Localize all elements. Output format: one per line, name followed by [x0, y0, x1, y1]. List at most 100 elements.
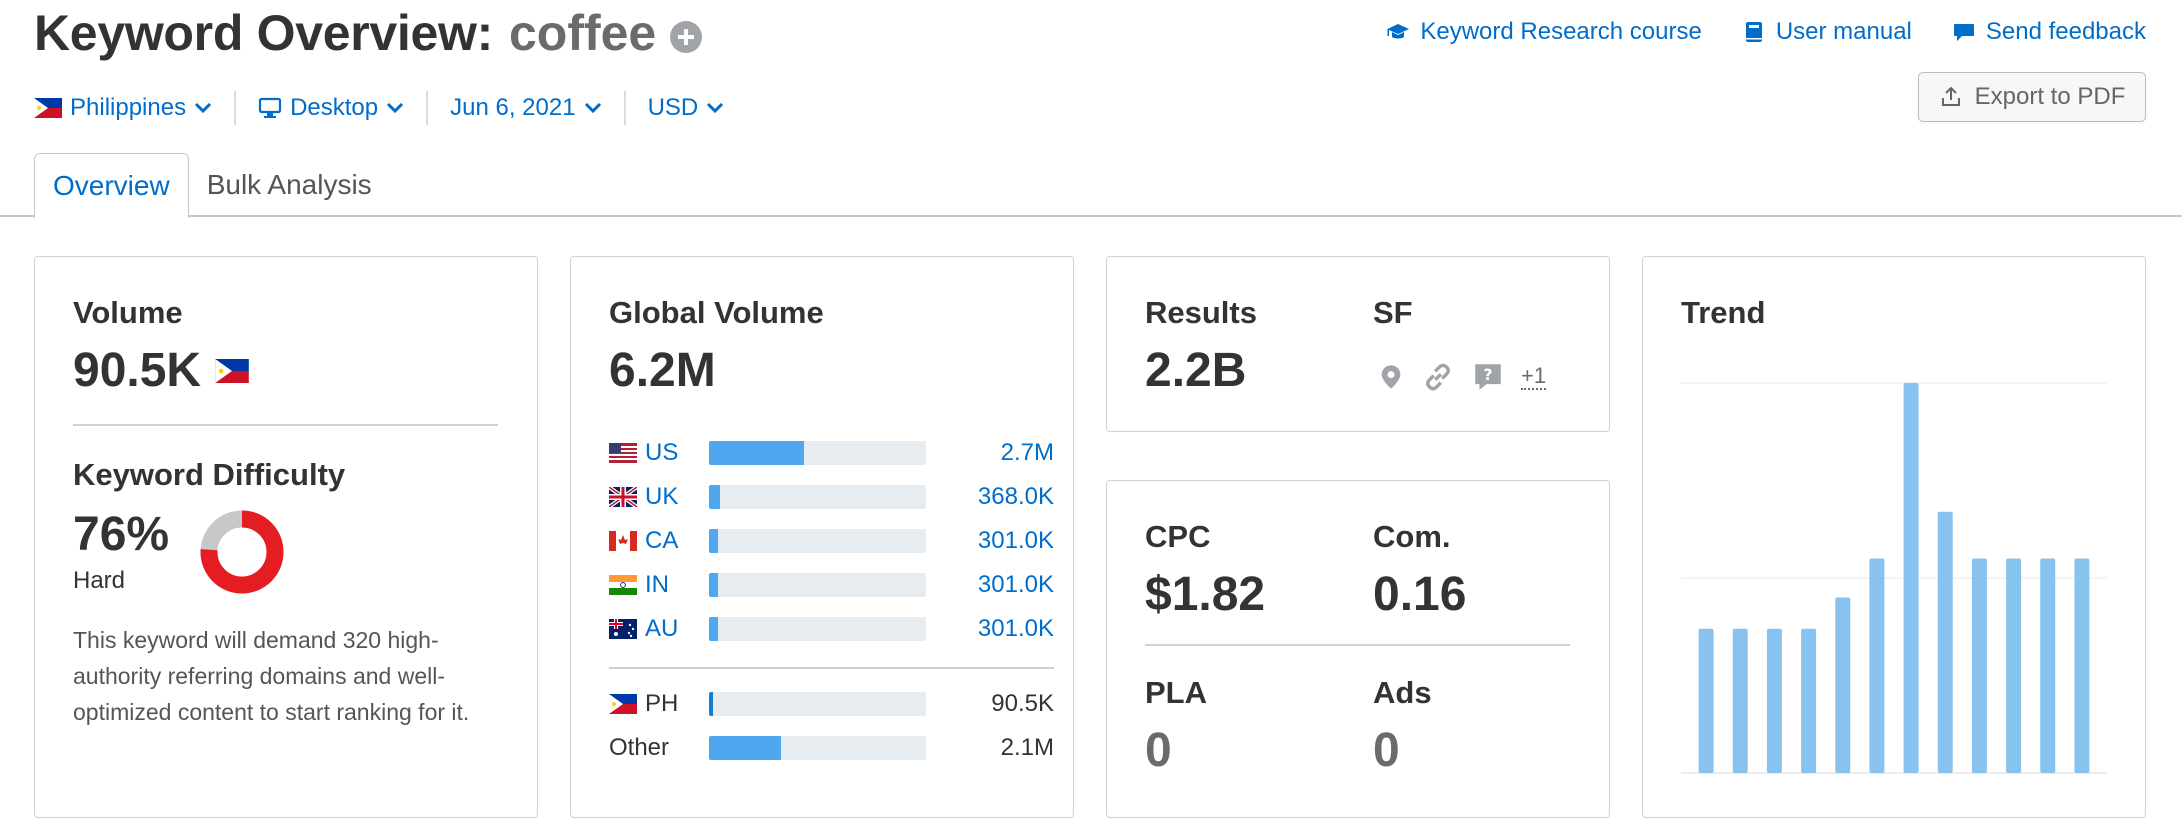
filter-divider: [426, 91, 429, 125]
gv-country: CA: [609, 527, 709, 555]
trend-bar[interactable]: [1835, 597, 1851, 774]
gv-value: 301.0K: [977, 571, 1054, 598]
com-value: 0.16: [1373, 568, 1467, 621]
trend-bar[interactable]: [1766, 628, 1782, 773]
filter-bar: Philippines Desktop Jun 6, 2021 USD: [34, 90, 746, 126]
gv-country: US: [609, 439, 709, 467]
trend-bar[interactable]: [2040, 558, 2056, 774]
au-flag-icon: [609, 619, 637, 639]
gv-country: UK: [609, 483, 709, 511]
ph-flag-icon: [609, 694, 637, 714]
desktop-icon: [258, 97, 282, 118]
gv-country: AU: [609, 615, 709, 643]
add-keyword-button[interactable]: [670, 21, 703, 53]
map-pin-icon[interactable]: [1377, 360, 1405, 394]
gv-bar: [709, 692, 926, 716]
gv-bar: [709, 617, 926, 641]
trend-bar[interactable]: [1869, 558, 1885, 774]
tab-divider: [0, 215, 2182, 217]
cpc-card: CPC $1.82 Com. 0.16 PLA 0 Ads 0: [1106, 480, 1610, 818]
gv-bar-fill: [709, 485, 720, 509]
date-selector[interactable]: Jun 6, 2021: [450, 94, 623, 122]
trend-card: Trend: [1642, 256, 2146, 818]
date-label: Jun 6, 2021: [450, 94, 576, 121]
volume-value: 90.5K: [73, 343, 249, 398]
currency-selector[interactable]: USD: [648, 94, 747, 122]
global-volume-card: Global Volume 6.2M US 2.7M UK 368.0K CA …: [570, 256, 1074, 818]
gv-value: 2.1M: [1000, 734, 1054, 761]
gv-row-ca[interactable]: CA 301.0K: [609, 526, 1054, 556]
pla-value: 0: [1145, 724, 1172, 777]
gv-value: 90.5K: [991, 690, 1054, 717]
cpc-divider: [1145, 644, 1570, 646]
sf-icons: ? +1: [1377, 360, 1547, 394]
trend-bar[interactable]: [1971, 558, 1987, 774]
country-label: Philippines: [70, 94, 187, 121]
gv-country: Other: [609, 734, 709, 762]
country-selector[interactable]: Philippines: [34, 94, 234, 122]
gv-row-other: Other 2.1M: [609, 733, 1054, 763]
volume-divider: [73, 424, 498, 426]
in-flag-icon: [609, 575, 637, 595]
sf-more-link[interactable]: +1: [1521, 363, 1547, 390]
trend-bar[interactable]: [1801, 628, 1817, 773]
gv-country: IN: [609, 571, 709, 599]
gv-row-uk[interactable]: UK 368.0K: [609, 482, 1054, 512]
com-label: Com.: [1373, 519, 1451, 554]
trend-bar[interactable]: [1732, 628, 1748, 773]
gv-country-code: Other: [609, 734, 670, 761]
gv-bar-fill: [709, 573, 718, 597]
chevron-down-icon: [584, 102, 601, 114]
gv-value: 2.7M: [1000, 439, 1054, 466]
gv-bar: [709, 441, 926, 465]
export-pdf-button[interactable]: Export to PDF: [1918, 72, 2146, 122]
filter-divider: [623, 91, 626, 125]
trend-bar[interactable]: [1903, 383, 1919, 773]
gv-value: 368.0K: [977, 483, 1054, 510]
gv-country-code: US: [645, 439, 679, 466]
device-selector[interactable]: Desktop: [258, 94, 426, 122]
gv-country-code: PH: [645, 690, 679, 717]
trend-chart: [1681, 382, 2107, 774]
chevron-down-icon: [195, 102, 212, 114]
user-manual-link[interactable]: User manual: [1742, 18, 1912, 46]
gv-bar: [709, 736, 926, 760]
page-title: Keyword Overview:: [34, 5, 493, 61]
page-header: Keyword Overview: coffee Keyword Researc…: [0, 0, 2182, 218]
tab-bulk-analysis[interactable]: Bulk Analysis: [206, 169, 372, 200]
gv-country-code: IN: [645, 571, 669, 598]
ads-label: Ads: [1373, 675, 1432, 710]
trend-bar[interactable]: [2074, 558, 2090, 774]
results-value: 2.2B: [1145, 344, 1247, 397]
trend-bar[interactable]: [2006, 558, 2022, 774]
question-icon[interactable]: ?: [1471, 360, 1505, 394]
gv-country-code: UK: [645, 483, 679, 510]
trend-bar[interactable]: [1698, 628, 1714, 773]
ads-value: 0: [1373, 724, 1400, 777]
svg-text:?: ?: [1483, 366, 1492, 384]
tab-bar: Overview Bulk Analysis: [34, 153, 390, 218]
chevron-down-icon: [707, 102, 724, 114]
send-feedback-link[interactable]: Send feedback: [1952, 18, 2146, 46]
us-flag-icon: [609, 443, 637, 463]
filter-divider: [234, 91, 237, 125]
gv-row-us[interactable]: US 2.7M: [609, 438, 1054, 468]
gv-row-au[interactable]: AU 301.0K: [609, 614, 1054, 644]
gv-bar: [709, 573, 926, 597]
gv-country-code: AU: [645, 615, 679, 642]
gv-bar-fill: [709, 441, 805, 465]
gv-row-in[interactable]: IN 301.0K: [609, 570, 1054, 600]
gv-country-code: CA: [645, 527, 679, 554]
gv-value: 301.0K: [977, 615, 1054, 642]
trend-label: Trend: [1681, 295, 1766, 330]
global-volume-label: Global Volume: [609, 295, 824, 330]
gv-bar-fill: [709, 736, 781, 760]
gv-bar-fill: [709, 617, 718, 641]
graduation-cap-icon: [1387, 24, 1410, 39]
keyword-research-course-link[interactable]: Keyword Research course: [1386, 18, 1702, 46]
volume-number: 90.5K: [73, 344, 202, 397]
trend-bar[interactable]: [1937, 511, 1953, 773]
link-icon[interactable]: [1421, 360, 1455, 394]
tab-overview[interactable]: Overview: [34, 153, 189, 218]
chevron-down-icon: [387, 102, 404, 114]
